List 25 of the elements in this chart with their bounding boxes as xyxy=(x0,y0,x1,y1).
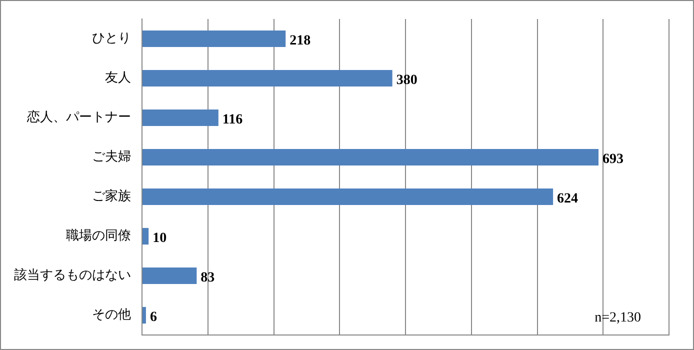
data-label: 10 xyxy=(152,230,167,246)
y-tick-label: ご家族 xyxy=(92,188,131,204)
bar xyxy=(142,228,149,245)
bar xyxy=(142,30,286,48)
data-label: 380 xyxy=(396,72,418,88)
bar xyxy=(142,109,218,126)
data-label: 218 xyxy=(290,33,311,48)
y-tick-label: その他 xyxy=(92,308,131,323)
bar xyxy=(142,148,599,166)
bar xyxy=(142,70,392,87)
y-tick-label: 恋人、パートナー xyxy=(26,109,131,126)
bar xyxy=(142,306,146,324)
y-tick-label: ご夫婦 xyxy=(92,150,131,165)
data-label: 6 xyxy=(150,310,157,325)
data-label: 83 xyxy=(200,270,215,286)
y-tick-label: 友人 xyxy=(105,70,131,86)
bar xyxy=(142,267,197,284)
y-tick-label: 職場の同僚 xyxy=(66,228,131,244)
y-tick-label: 該当するものはない xyxy=(14,267,131,284)
data-label: 624 xyxy=(557,191,578,206)
data-label: 693 xyxy=(602,152,624,167)
bar xyxy=(142,188,554,206)
data-label: 116 xyxy=(222,112,243,128)
annotation: n=2,130 xyxy=(594,310,641,326)
y-tick-label: ひとり xyxy=(92,31,131,46)
